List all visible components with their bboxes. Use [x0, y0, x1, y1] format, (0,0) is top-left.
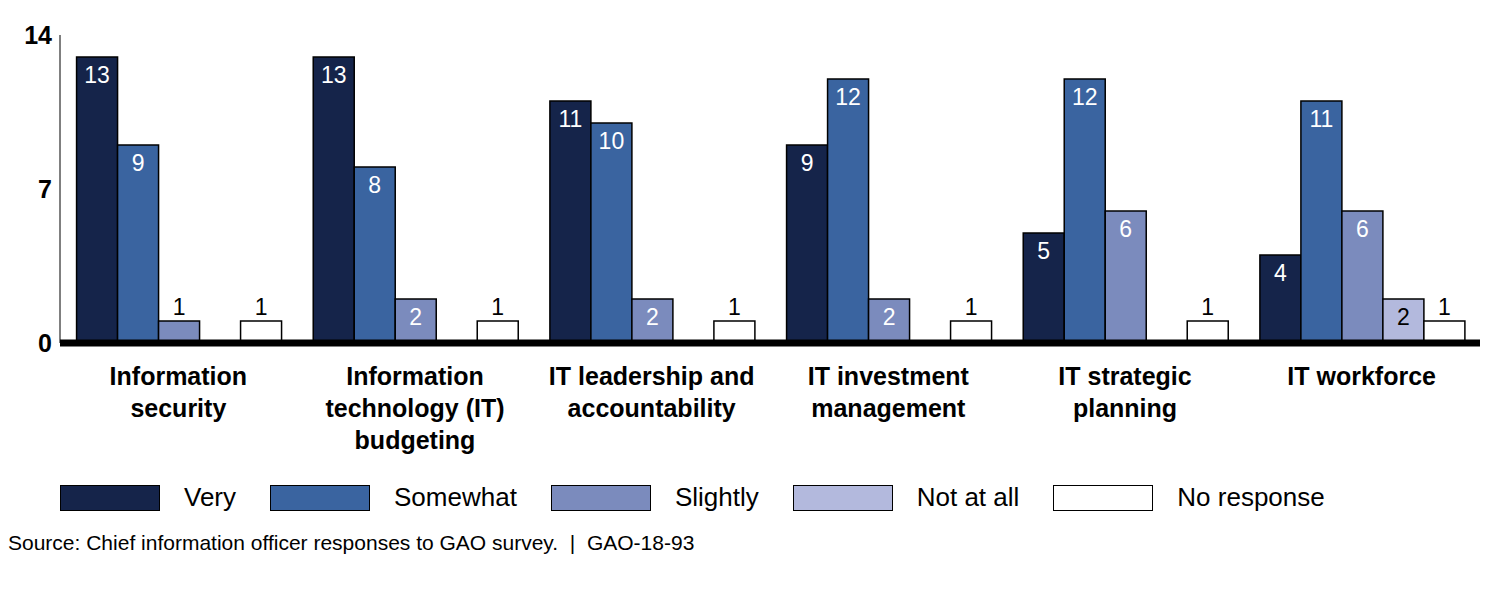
svg-text:2: 2 [883, 304, 896, 330]
svg-text:2: 2 [409, 304, 422, 330]
svg-text:1: 1 [491, 294, 504, 320]
html-text:Not at all: Not at all [916, 482, 1020, 512]
svg-text:0: 0 [38, 329, 52, 357]
html-text:No response: No response [1177, 482, 1325, 512]
svg-text:13: 13 [321, 62, 347, 88]
svg-text:13: 13 [84, 62, 110, 88]
svg-text:security: security [130, 394, 226, 422]
svg-text:1: 1 [1201, 294, 1214, 320]
svg-text:1: 1 [255, 294, 268, 320]
svg-text:IT workforce: IT workforce [1287, 362, 1436, 390]
svg-text:5: 5 [1037, 238, 1050, 264]
svg-text:12: 12 [1072, 84, 1098, 110]
svg-text:6: 6 [1356, 216, 1369, 242]
svg-text:4: 4 [1274, 260, 1287, 286]
svg-text:technology (IT): technology (IT) [325, 394, 504, 422]
svg-text:IT leadership and: IT leadership and [549, 362, 755, 390]
svg-text:10: 10 [599, 128, 625, 154]
svg-text:1: 1 [173, 294, 186, 320]
svg-text:1: 1 [728, 294, 741, 320]
svg-text:Information: Information [110, 362, 248, 390]
svg-text:8: 8 [368, 172, 381, 198]
svg-text:11: 11 [558, 106, 582, 132]
svg-text:2: 2 [1397, 304, 1410, 330]
svg-text:accountability: accountability [568, 394, 736, 422]
svg-text:7: 7 [38, 175, 52, 203]
svg-text:12: 12 [835, 84, 861, 110]
svg-text:1: 1 [965, 294, 978, 320]
svg-text:14: 14 [24, 21, 52, 49]
svg-text:6: 6 [1119, 216, 1132, 242]
svg-text:2: 2 [646, 304, 659, 330]
svg-text:IT strategic: IT strategic [1058, 362, 1191, 390]
html-text:Very: Very [184, 482, 236, 512]
svg-text:management: management [811, 394, 966, 422]
svg-text:9: 9 [132, 150, 145, 176]
html-text:Slightly: Slightly [674, 482, 759, 512]
svg-text:IT investment: IT investment [808, 362, 970, 390]
html-text:Somewhat: Somewhat [394, 482, 517, 512]
svg-text:11: 11 [1309, 106, 1333, 132]
svg-text:9: 9 [801, 150, 814, 176]
svg-text:1: 1 [1438, 294, 1451, 320]
svg-text:budgeting: budgeting [355, 426, 476, 454]
svg-text:Information: Information [346, 362, 484, 390]
html-text:Source: Chief information offi: Source: Chief information officer respon… [8, 531, 695, 554]
svg-text:planning: planning [1073, 394, 1177, 422]
